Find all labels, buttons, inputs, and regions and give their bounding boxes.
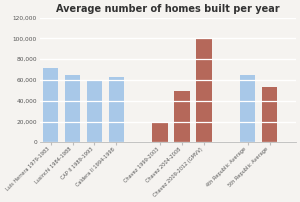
- Bar: [174, 92, 190, 142]
- Bar: [109, 77, 124, 142]
- Bar: [240, 75, 255, 142]
- Bar: [43, 67, 58, 142]
- Title: Average number of homes built per year: Average number of homes built per year: [56, 4, 280, 14]
- Bar: [196, 39, 212, 142]
- Bar: [152, 122, 168, 142]
- Bar: [65, 75, 80, 142]
- Bar: [87, 80, 102, 142]
- Bar: [262, 87, 277, 142]
